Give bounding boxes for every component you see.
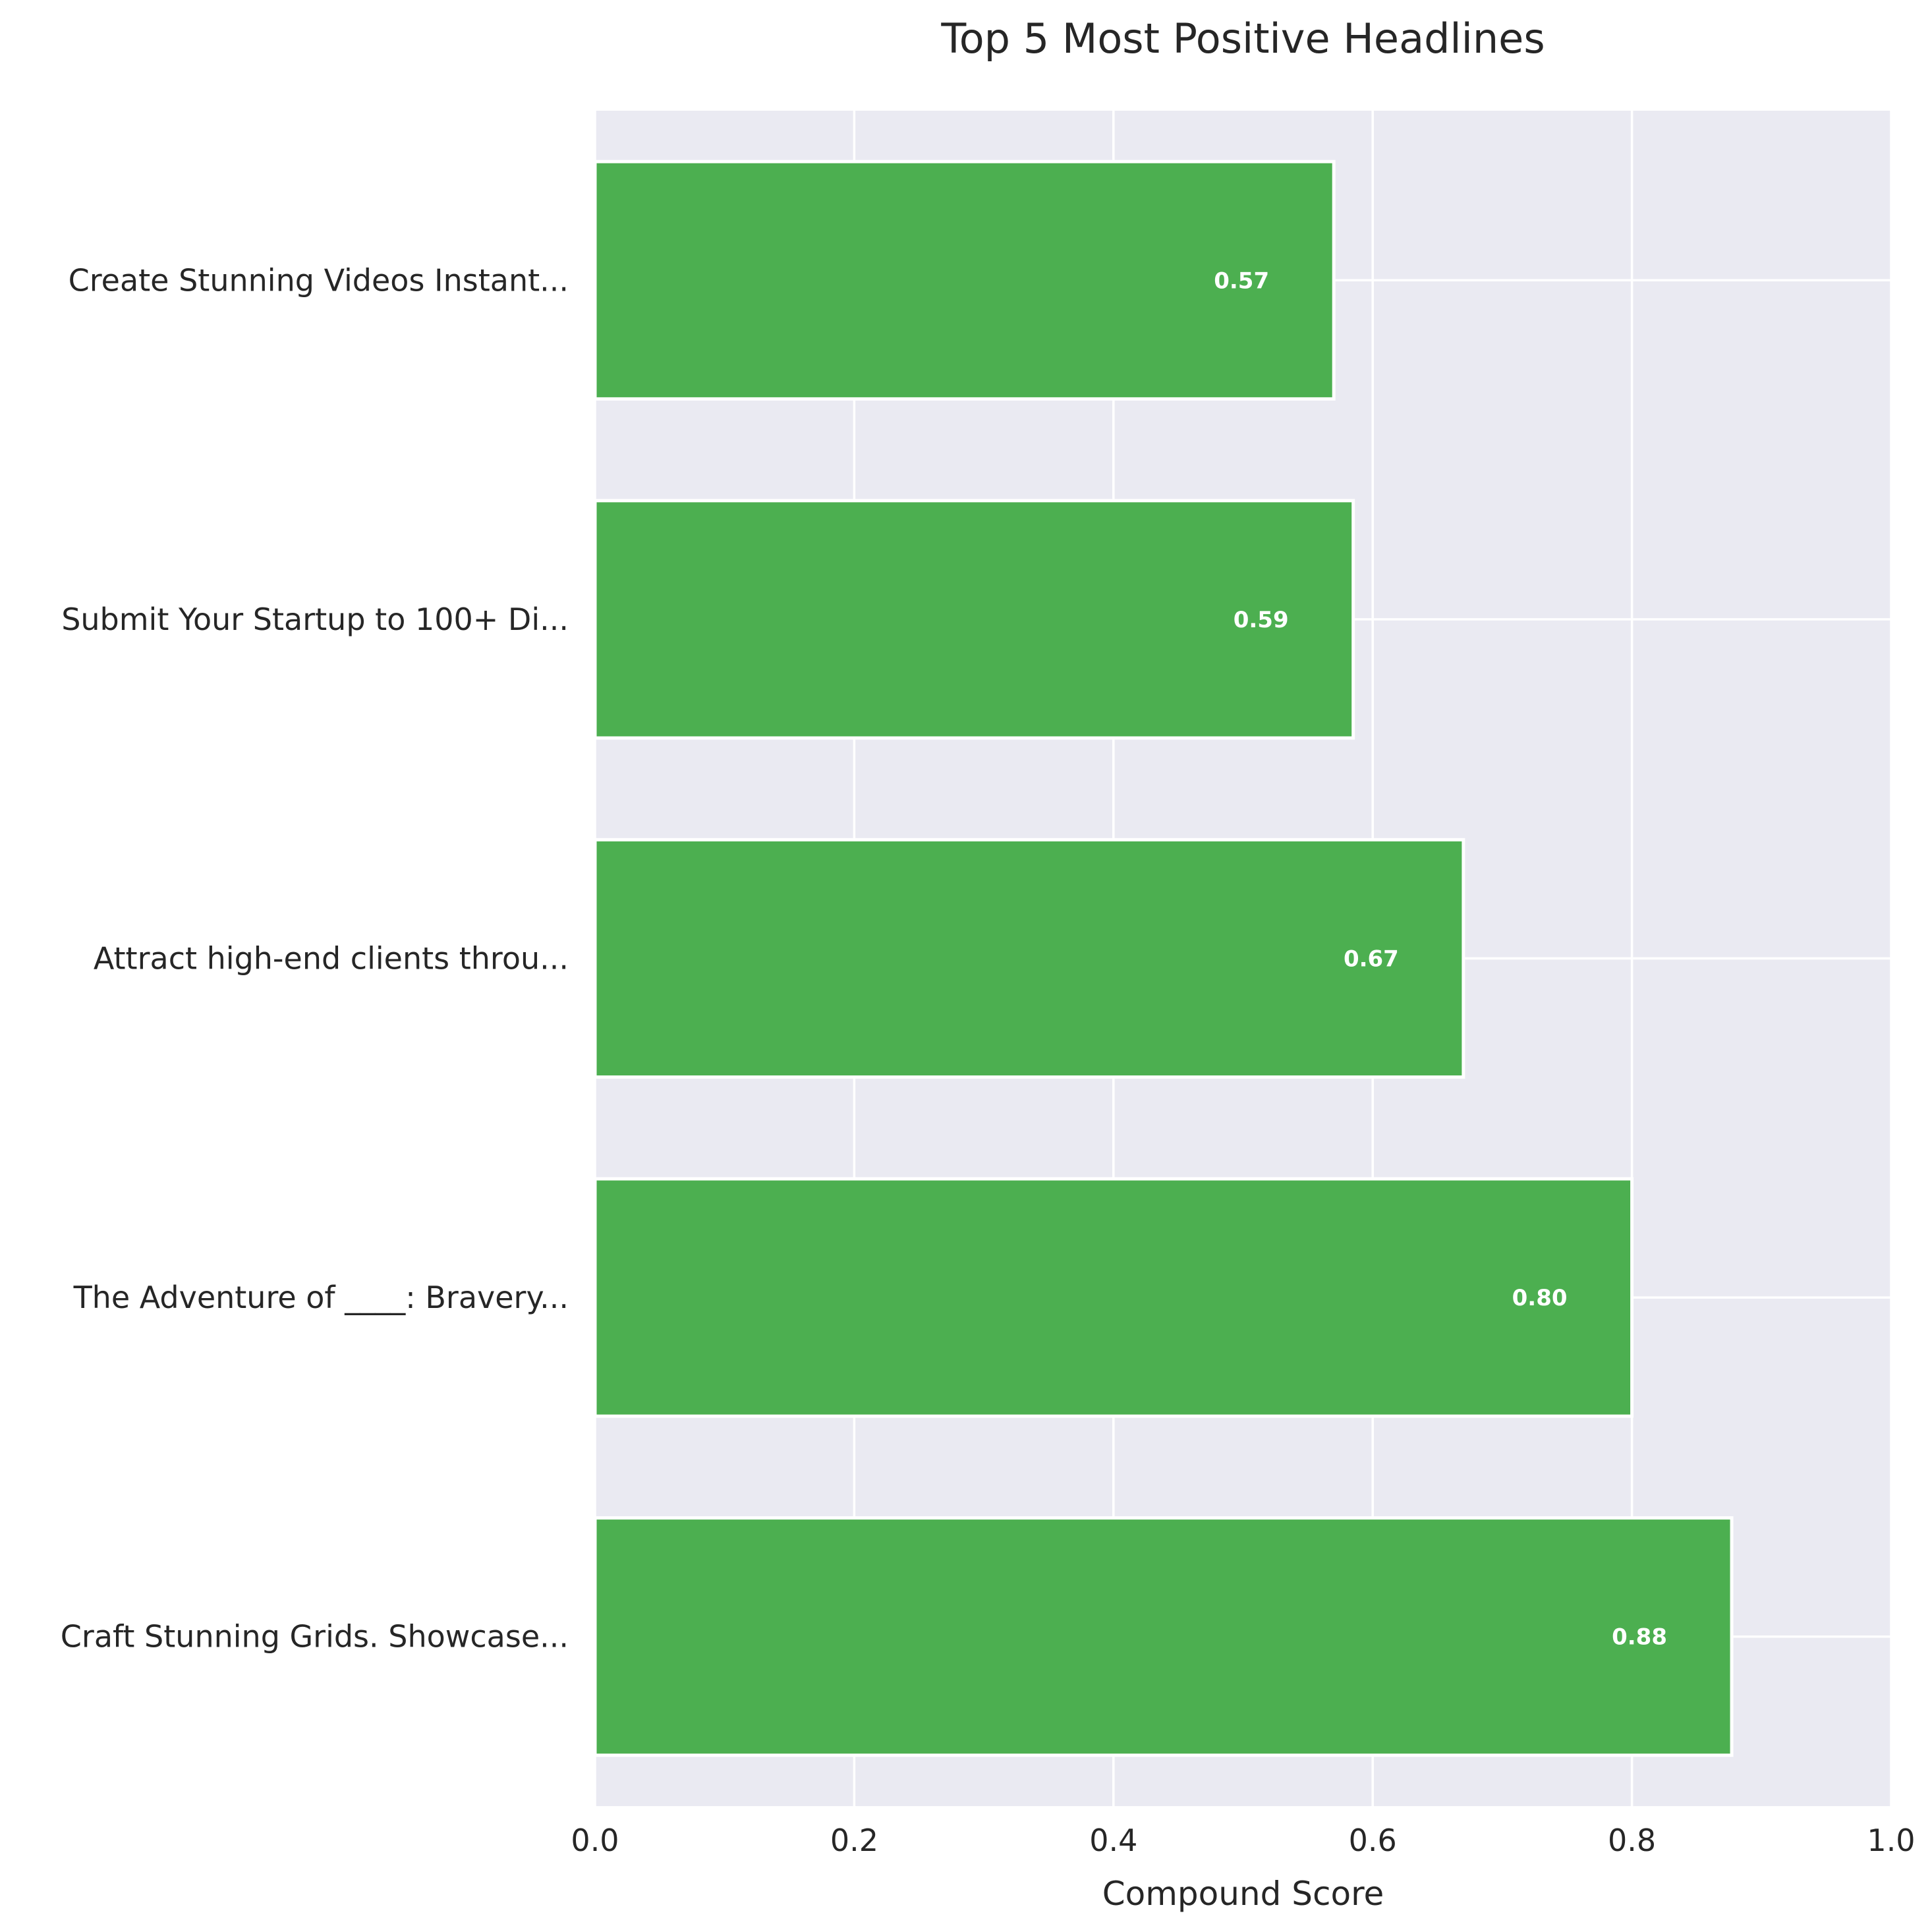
bar — [593, 1516, 1734, 1757]
bar — [593, 499, 1355, 740]
y-tick-labels: Create Stunning Videos Instant... Submit … — [61, 262, 569, 1654]
data-label: 0.88 — [1612, 1624, 1667, 1651]
data-label: 0.57 — [1214, 268, 1269, 294]
data-label: 0.80 — [1512, 1285, 1568, 1311]
x-tick-labels: 0.0 0.2 0.4 0.6 0.8 1.0 — [571, 1823, 1915, 1858]
data-label: 0.67 — [1344, 946, 1399, 973]
x-tick-label: 0.8 — [1608, 1823, 1656, 1858]
x-tick-label: 0.2 — [830, 1823, 878, 1858]
bars: 0.57 0.59 0.67 0.80 0.88 — [593, 159, 1734, 1757]
x-tick-label: 0.6 — [1349, 1823, 1397, 1858]
x-tick-label: 1.0 — [1867, 1823, 1915, 1858]
y-tick-label: Submit Your Startup to 100+ Di... — [61, 602, 569, 637]
chart-title: Top 5 Most Positive Headlines — [940, 14, 1545, 63]
bar — [593, 837, 1465, 1079]
bar — [593, 1177, 1634, 1418]
x-axis-label: Compound Score — [1102, 1875, 1384, 1913]
y-tick-label: The Adventure of ____: Bravery... — [73, 1280, 569, 1315]
x-tick-label: 0.0 — [571, 1823, 619, 1858]
x-tick-label: 0.4 — [1089, 1823, 1137, 1858]
data-label: 0.59 — [1234, 607, 1289, 633]
y-tick-label: Craft Stunning Grids. Showcase... — [61, 1619, 569, 1655]
bar — [593, 159, 1336, 401]
y-tick-label: Attract high-end clients throu... — [94, 941, 569, 977]
y-tick-label: Create Stunning Videos Instant... — [69, 262, 569, 298]
